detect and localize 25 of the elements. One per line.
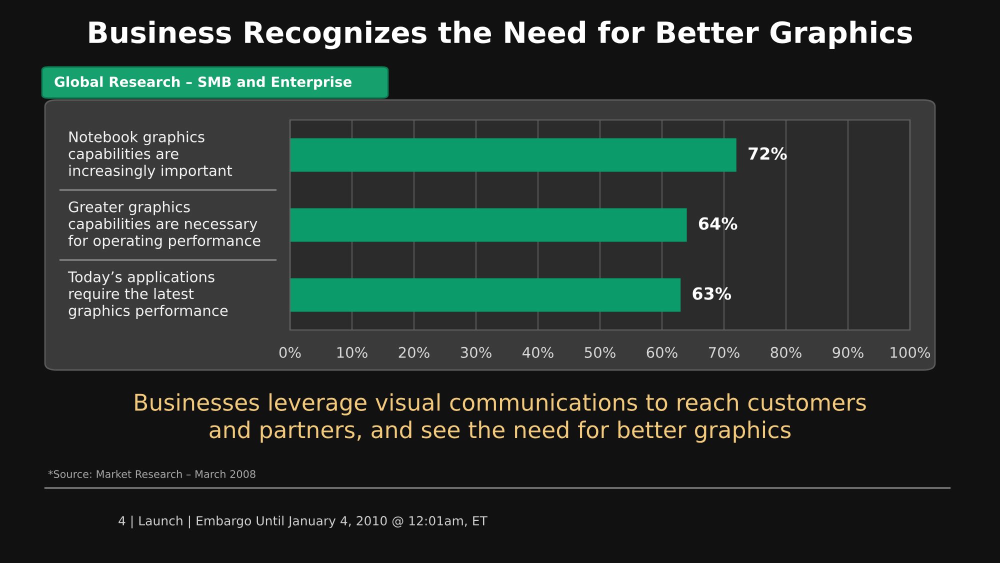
x-tick-label: 90% [832,346,864,358]
x-tick-label: 100% [890,346,930,358]
x-tick-label: 40% [522,346,554,358]
text: *Source: Market Research – March 2008 [48,470,256,478]
x-tick-label: 60% [646,346,678,358]
x-tick-label: 50% [584,346,616,358]
data-label: 63% [692,287,732,300]
text: 4 | Launch | Embargo Until January 4, 2010 @ 12:01am, ET [118,516,488,528]
y-tick-label: Notebook graphics capabilities are increasingly important [68,131,232,179]
x-tick-label: 0% [279,346,301,358]
bar [290,278,681,312]
x-tick-label: 80% [770,346,802,358]
x-tick-label: 30% [460,346,492,358]
data-label: 72% [748,147,787,160]
x-tick-label: 10% [337,346,368,358]
y-tick-label: Greater graphics capabilities are necessary for operating performance [68,201,260,249]
x-tick-label: 70% [708,346,740,358]
chart-title: Business Recognizes the Need for Better Graphics [89,20,912,50]
bar [290,208,687,242]
text: Businesses leverage visual communications to reach customers and partners, and see the need for better graphics [135,393,866,443]
y-tick-label: Today’s applications require the latest graphics performance [68,271,228,319]
data-label: 64% [698,217,738,230]
x-tick-label: 20% [398,346,430,358]
chart-subtitle: Global Research – SMB and Enterprise [54,76,352,90]
bar [290,138,736,172]
